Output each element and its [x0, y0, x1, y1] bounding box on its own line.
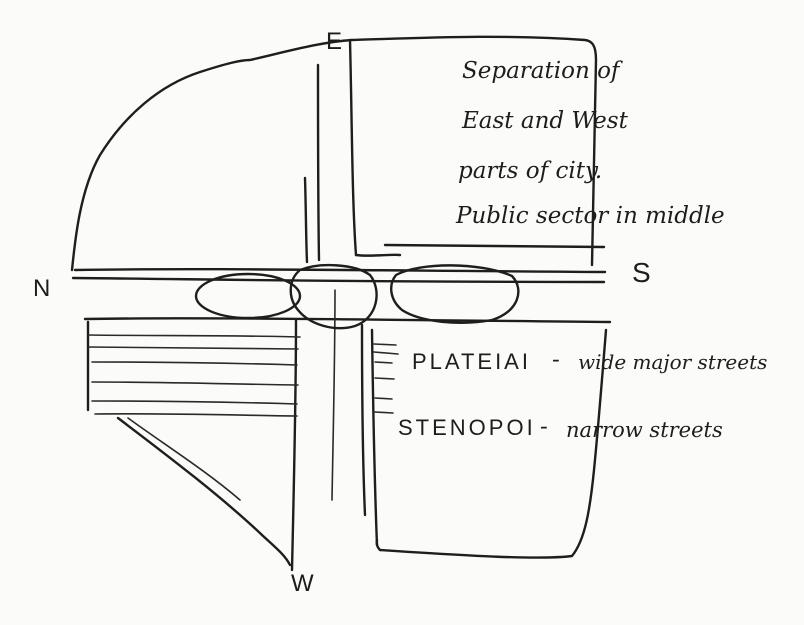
note-line-2: East and West [462, 108, 628, 134]
note-line-4: Public sector in middle [456, 203, 725, 229]
stenopoi-term: STENOPOI [398, 415, 536, 440]
plateia-line-4 [91, 361, 298, 366]
compass-west-label: W [291, 570, 314, 597]
city-boundary-lower-right [375, 328, 608, 559]
cross-street-lower-inner [370, 328, 379, 547]
stenopos-stub-5 [374, 397, 393, 400]
cross-street-left-branch [303, 176, 309, 264]
cross-street-right-line [348, 38, 358, 257]
note-line-3: parts of city. [458, 158, 603, 184]
cross-street-right-corner [354, 253, 402, 257]
city-boundary-upper [70, 35, 598, 272]
main-street-south-line-upper [383, 243, 606, 249]
main-street-upper-line [73, 267, 607, 274]
plateiai-separator: - [552, 347, 560, 373]
public-sector-oval-center [289, 263, 378, 330]
compass-east-label: E [326, 28, 343, 55]
plateia-line-5 [91, 381, 299, 386]
main-street-lower-line [71, 276, 606, 284]
stenopos-stub-3 [374, 361, 393, 364]
compass-north-label: N [33, 275, 51, 302]
plateia-line-3 [87, 346, 299, 350]
note-line-1: Separation of [462, 58, 620, 84]
plateia-line-2 [87, 334, 301, 338]
plateia-line-7 [94, 412, 298, 417]
stenopos-stub-1 [373, 343, 397, 346]
stenopos-stub-2 [373, 351, 399, 355]
compass-south-label: S [632, 257, 651, 288]
stenopos-stub-6 [374, 411, 394, 414]
cross-street-lower-right [360, 323, 367, 517]
plateiai-term: PLATEIAI [412, 349, 531, 374]
diagonal-street-inner [127, 417, 241, 501]
cross-street-lower-left [290, 318, 298, 572]
city-boundary-lower-left [116, 416, 292, 567]
plateiai-description: wide major streets [578, 350, 768, 374]
main-street-lower-edge [83, 317, 612, 324]
cross-street-left-line [316, 63, 321, 262]
stenopos-stub-4 [374, 377, 395, 380]
public-sector-oval-west [194, 272, 302, 320]
stenopoi-separator: - [540, 414, 548, 440]
cross-street-mid-left [331, 289, 336, 501]
stenopoi-description: narrow streets [566, 418, 723, 442]
plateia-line-6 [91, 400, 298, 405]
public-sector-oval-east [390, 264, 520, 324]
